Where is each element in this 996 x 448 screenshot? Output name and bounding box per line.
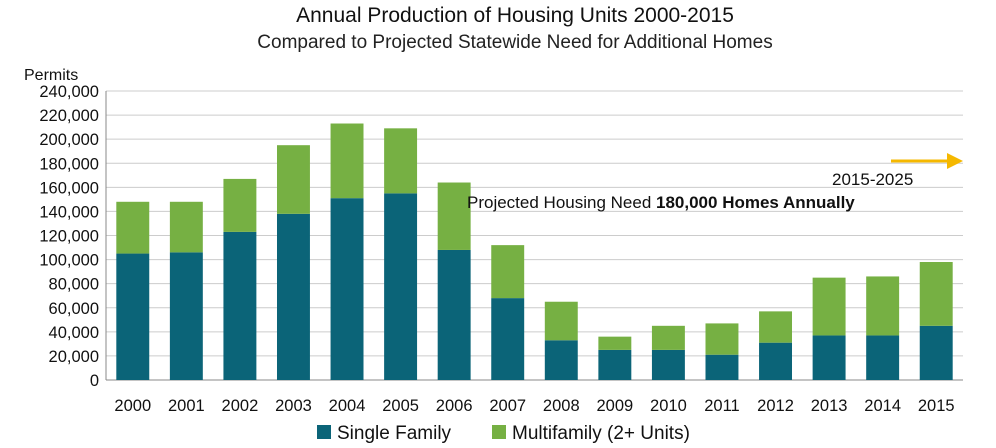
x-tick-label: 2005 [382, 397, 419, 415]
x-tick-label: 2000 [114, 397, 151, 415]
x-tick-labels: 2000 2001 2002 2003 2004 2005 2006 2007 2008 2009… [114, 397, 954, 415]
x-tick-label: 2007 [489, 397, 526, 415]
x-tick-label: 2011 [704, 397, 739, 415]
x-tick-label: 2013 [811, 397, 848, 415]
bars [116, 123, 953, 380]
x-tick-label: 2012 [757, 397, 794, 415]
bar-multifamily-2005 [384, 128, 418, 194]
bar-single-family-2008 [544, 340, 578, 380]
y-tick-label: 160,000 [39, 179, 99, 197]
bar-single-family-2003 [276, 213, 310, 380]
chart-subtitle: Compared to Projected Statewide Need for… [257, 32, 772, 53]
bar-multifamily-2002 [223, 178, 257, 232]
y-axis-label: Permits [24, 67, 78, 84]
projection-need-prefix: Projected Housing Need [467, 193, 656, 212]
projection-annotation: 2015-2025 Projected Housing Need 180,000… [467, 153, 963, 212]
bar-single-family-2002 [223, 231, 257, 380]
y-tick-label: 20,000 [49, 348, 99, 366]
legend-label: Multifamily (2+ Units) [512, 423, 690, 444]
y-tick-label: 40,000 [49, 324, 99, 342]
bar-single-family-2015 [919, 325, 953, 380]
bar-single-family-2001 [169, 252, 203, 380]
bar-single-family-2000 [116, 253, 150, 380]
bar-single-family-2011 [705, 354, 739, 380]
bar-multifamily-2010 [651, 325, 685, 350]
y-tick-labels: 0 20,000 40,000 60,000 80,000 100,000 120,000 1… [39, 83, 99, 390]
x-tick-label: 2008 [543, 397, 580, 415]
y-tick-label: 140,000 [39, 203, 99, 221]
x-tick-label: 2014 [864, 397, 901, 415]
bar-multifamily-2013 [812, 277, 846, 336]
bar-multifamily-2009 [598, 336, 632, 350]
x-tick-label: 2009 [596, 397, 633, 415]
y-tick-label: 60,000 [49, 300, 99, 318]
x-tick-label: 2015 [918, 397, 955, 415]
x-tick-label: 2002 [222, 397, 259, 415]
projection-need-label: Projected Housing Need 180,000 Homes Ann… [467, 193, 855, 212]
x-tick-label: 2006 [436, 397, 473, 415]
y-tick-label: 120,000 [39, 228, 99, 246]
bar-multifamily-2001 [169, 201, 203, 253]
bar-single-family-2007 [491, 298, 525, 380]
bar-multifamily-2000 [116, 201, 150, 254]
bar-single-family-2009 [598, 349, 632, 380]
bar-multifamily-2011 [705, 323, 739, 355]
y-tick-label: 100,000 [39, 252, 99, 270]
bar-single-family-2013 [812, 335, 846, 380]
bar-multifamily-2015 [919, 261, 953, 326]
projection-arrow-icon [891, 153, 963, 169]
y-tick-label: 200,000 [39, 131, 99, 149]
projection-period-label: 2015-2025 [832, 170, 913, 189]
bar-multifamily-2006 [437, 182, 471, 250]
chart-title: Annual Production of Housing Units 2000-… [296, 4, 734, 27]
y-tick-label: 220,000 [39, 107, 99, 125]
projection-need-value: 180,000 Homes Annually [656, 193, 855, 212]
bar-single-family-2004 [330, 198, 364, 380]
x-tick-label: 2001 [168, 397, 205, 415]
y-tick-label: 240,000 [39, 83, 99, 101]
arrow-head [947, 153, 963, 169]
bar-multifamily-2007 [491, 245, 525, 299]
y-tick-label: 180,000 [39, 155, 99, 173]
bar-single-family-2012 [759, 342, 793, 380]
bar-multifamily-2014 [866, 276, 900, 336]
legend-swatch [317, 425, 331, 439]
x-tick-label: 2010 [650, 397, 687, 415]
bar-multifamily-2004 [330, 123, 364, 199]
bar-single-family-2014 [866, 335, 900, 380]
y-tick-label: 80,000 [49, 276, 99, 294]
legend-label: Single Family [337, 423, 452, 444]
x-tick-label: 2004 [329, 397, 366, 415]
bar-multifamily-2008 [544, 301, 578, 341]
bar-single-family-2005 [384, 193, 418, 380]
legend: Single Family Multifamily (2+ Units) [317, 423, 690, 444]
legend-swatch [492, 425, 506, 439]
x-tick-label: 2003 [275, 397, 312, 415]
bar-single-family-2010 [651, 349, 685, 380]
bar-single-family-2006 [437, 249, 471, 380]
y-tick-label: 0 [90, 372, 99, 390]
bar-multifamily-2003 [276, 145, 310, 214]
bar-multifamily-2012 [759, 311, 793, 343]
